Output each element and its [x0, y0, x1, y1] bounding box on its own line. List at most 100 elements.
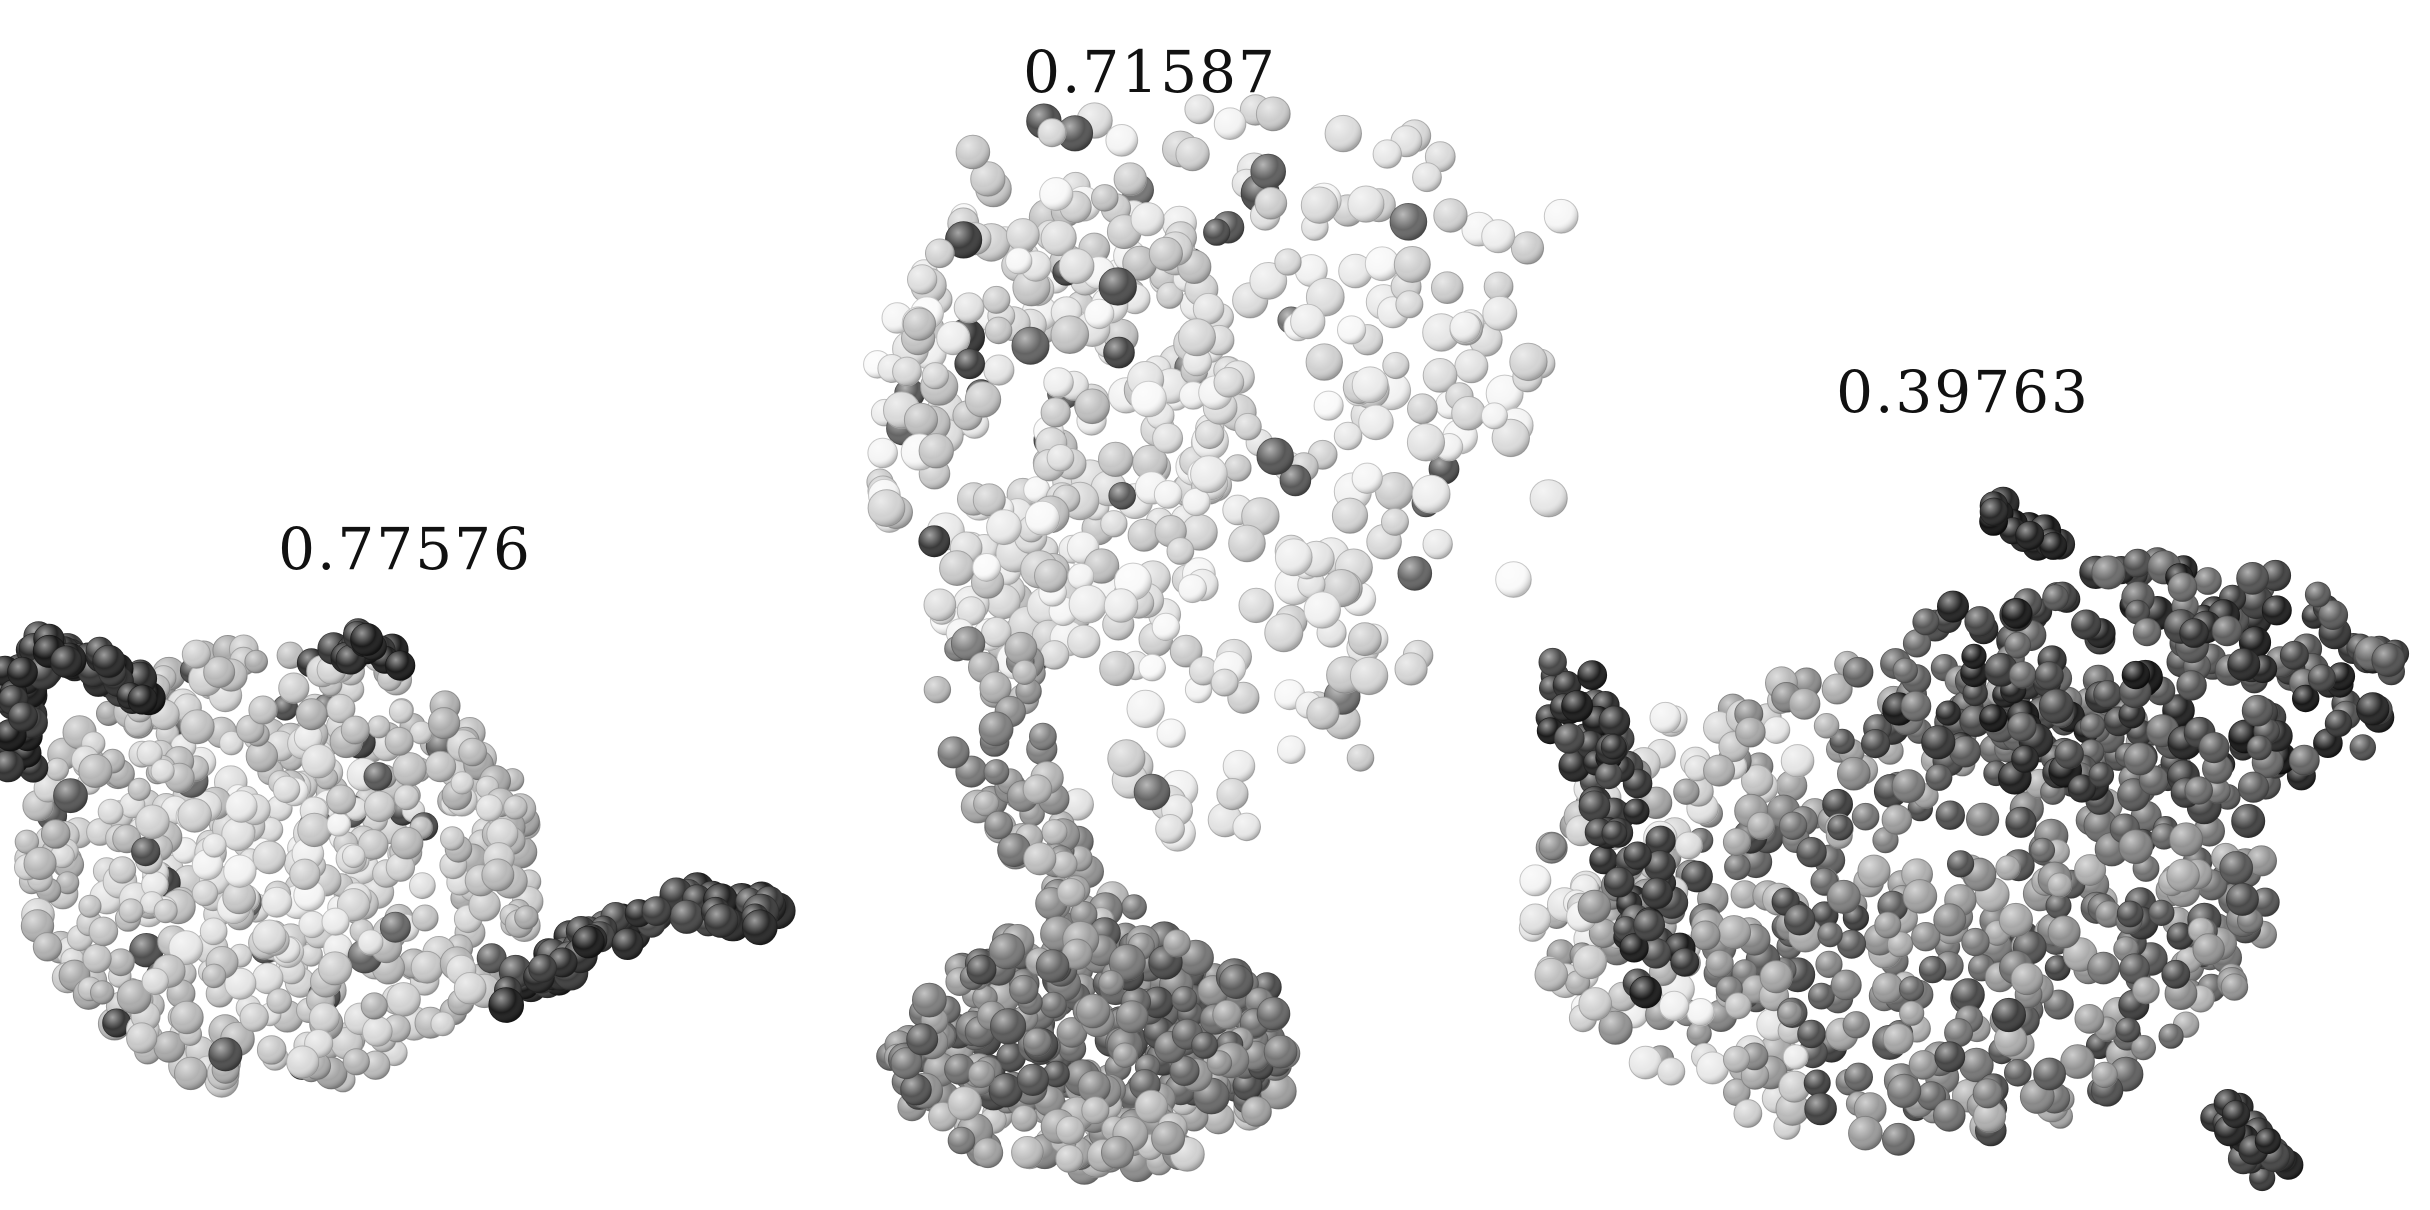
point-sphere-highlight: [1040, 992, 1067, 1018]
point-sphere-highlight: [2193, 933, 2225, 966]
point-sphere-highlight: [1306, 343, 1343, 381]
point-sphere-highlight: [1573, 945, 1607, 979]
point-sphere-highlight: [126, 1022, 157, 1054]
point-sphere-highlight: [1352, 366, 1389, 403]
point-sphere-highlight: [1055, 1145, 1084, 1173]
point-sphere-highlight: [1043, 367, 1074, 398]
point-sphere-highlight: [129, 933, 164, 967]
point-sphere-highlight: [1964, 606, 1995, 637]
point-sphere-highlight: [2133, 618, 2161, 646]
point-sphere-highlight: [341, 716, 370, 745]
point-sphere-highlight: [1101, 1136, 1134, 1169]
point-sphere-highlight: [1091, 184, 1119, 212]
point-sphere-highlight: [1394, 246, 1431, 283]
point-sphere-highlight: [1912, 608, 1939, 635]
point-sphere-highlight: [2132, 977, 2160, 1004]
point-sphere-highlight: [1966, 803, 1999, 836]
point-sphere-highlight: [1650, 702, 1681, 734]
point-sphere-highlight: [2091, 556, 2125, 589]
point-sphere-highlight: [182, 640, 211, 669]
point-sphere-highlight: [1509, 343, 1548, 381]
point-sphere-highlight: [1883, 1023, 1914, 1054]
point-sphere-highlight: [1171, 986, 1197, 1012]
point-sphere-highlight: [612, 928, 644, 960]
point-sphere-highlight: [1882, 805, 1912, 835]
point-sphere-highlight: [924, 589, 956, 621]
point-sphere-highlight: [1234, 413, 1262, 441]
point-sphere-highlight: [1023, 842, 1056, 875]
point-sphere-highlight: [318, 951, 352, 986]
point-sphere-highlight: [82, 944, 112, 973]
point-sphere-highlight: [2048, 916, 2081, 948]
point-sphere-highlight: [1578, 987, 1612, 1021]
point-sphere-highlight: [1009, 975, 1038, 1004]
point-sphere-highlight: [1011, 1105, 1038, 1132]
point-sphere-highlight: [1155, 814, 1185, 844]
point-sphere-highlight: [2238, 772, 2269, 803]
point-sphere-highlight: [1134, 774, 1170, 810]
point-sphere-highlight: [1848, 1116, 1883, 1150]
point-sphere-highlight: [2242, 695, 2273, 726]
point-sphere-highlight: [1348, 622, 1382, 656]
point-sphere-highlight: [2071, 610, 2101, 640]
point-sphere-highlight: [2159, 1024, 2184, 1049]
point-sphere-highlight: [202, 833, 227, 858]
point-sphere-highlight: [1214, 367, 1244, 398]
point-sphere-highlight: [177, 798, 212, 833]
point-sphere-highlight: [2194, 567, 2222, 595]
point-sphere-highlight: [135, 805, 170, 839]
point-sphere-highlight: [1358, 405, 1394, 440]
point-sphere-highlight: [1017, 1064, 1049, 1096]
point-sphere-highlight: [922, 362, 949, 389]
point-sphere-highlight: [1211, 669, 1239, 697]
point-sphere-highlight: [1006, 218, 1040, 252]
point-sphere-highlight: [1999, 903, 2033, 937]
point-sphere-highlight: [985, 317, 1012, 344]
point-sphere-highlight: [1717, 915, 1751, 949]
point-sphere-highlight: [1232, 813, 1261, 841]
point-sphere-highlight: [2015, 521, 2044, 550]
point-sphere-highlight: [299, 943, 323, 967]
point-sphere-highlight: [1178, 574, 1207, 603]
point-sphere-highlight: [486, 818, 518, 850]
point-sphere-highlight: [1005, 247, 1032, 275]
point-sphere-highlight: [1104, 588, 1138, 623]
third-object-point-cloud: [1518, 486, 2410, 1192]
point-sphere-highlight: [53, 778, 88, 813]
point-sphere-highlight: [1673, 779, 1700, 805]
point-sphere-highlight: [1629, 1046, 1662, 1079]
point-sphere-highlight: [1337, 315, 1366, 345]
point-sphere-highlight: [1995, 855, 2021, 881]
point-sphere-highlight: [92, 645, 125, 678]
point-sphere-highlight: [1706, 950, 1734, 978]
point-sphere-highlight: [8, 702, 38, 732]
point-sphere-highlight: [704, 904, 738, 938]
point-sphere-highlight: [1831, 970, 1862, 1001]
point-sphere-highlight: [361, 992, 388, 1020]
point-sphere-highlight: [1423, 529, 1453, 559]
point-sphere-highlight: [1843, 657, 1873, 688]
point-sphere-highlight: [1047, 444, 1074, 472]
point-sphere-highlight: [1861, 729, 1890, 758]
point-sphere-highlight: [1041, 397, 1071, 428]
point-sphere-highlight: [78, 754, 112, 788]
point-sphere-highlight: [2004, 1059, 2032, 1087]
point-sphere-highlight: [392, 752, 427, 786]
point-sphere-highlight: [309, 1002, 340, 1033]
point-sphere-highlight: [948, 1127, 975, 1154]
point-sphere-highlight: [1657, 1057, 1685, 1086]
point-sphere-highlight: [1290, 304, 1326, 339]
point-sphere-highlight: [892, 357, 922, 386]
point-sphere-highlight: [1011, 1136, 1044, 1169]
point-sphere-highlight: [223, 855, 257, 888]
point-sphere-highlight: [1149, 237, 1183, 271]
point-sphere-highlight: [907, 264, 937, 295]
point-sphere-highlight: [1670, 948, 1699, 977]
point-sphere-highlight: [1038, 118, 1066, 147]
point-sphere-highlight: [1029, 723, 1057, 750]
point-sphere-highlight: [151, 759, 175, 783]
point-sphere-highlight: [289, 859, 321, 890]
point-sphere-highlight: [2280, 641, 2309, 670]
point-sphere-highlight: [1623, 798, 1649, 825]
point-sphere-highlight: [906, 1023, 938, 1055]
